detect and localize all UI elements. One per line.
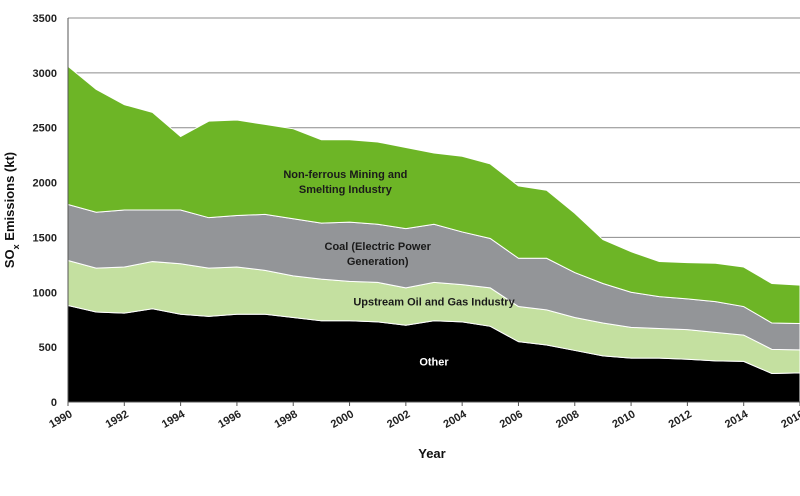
- series-label-coal-electric-power-generation-: Coal (Electric Power Generation): [325, 241, 432, 268]
- x-tick-label: 2002: [385, 408, 412, 431]
- y-tick-label: 3500: [33, 13, 57, 25]
- y-axis-title-rest: Emissions (kt): [2, 152, 17, 244]
- x-tick-label: 1992: [104, 408, 131, 431]
- y-axis-title-main: SO: [2, 249, 17, 268]
- x-tick-label: 2000: [329, 408, 356, 431]
- x-tick-label: 2006: [498, 408, 525, 431]
- series-label-line: Upstream Oil and Gas Industry: [353, 297, 515, 309]
- series-label-line: Other: [419, 356, 449, 368]
- y-tick-label: 3000: [33, 68, 57, 80]
- x-tick-label: 1996: [216, 408, 243, 431]
- series-label-non-ferrous-mining-and-smelting-industry: Non-ferrous Mining and Smelting Industry: [283, 169, 407, 196]
- x-tick-label: 2014: [723, 408, 751, 431]
- series-label-line: Coal (Electric Power: [325, 241, 432, 253]
- y-tick-label: 2500: [33, 123, 57, 135]
- area-series: [67, 65, 800, 403]
- x-tick-labels: 1990 1992 1994 1996 1998 2000 2002 2004 2006 2008…: [47, 408, 800, 431]
- y-axis-title: SOx Emissions (kt): [2, 152, 21, 268]
- area-non-ferrous-mining-and-smelting-industry: [67, 65, 800, 325]
- x-tick-label: 1994: [160, 408, 188, 431]
- series-label-other: Other: [419, 356, 449, 368]
- axes: [67, 18, 800, 406]
- series-label-line: Generation): [347, 256, 409, 268]
- series-labels: Other Upstream Oil and Gas Industry Coal (…: [283, 169, 515, 368]
- y-tick-label: 1000: [33, 287, 57, 299]
- y-tick-label: 2000: [33, 178, 57, 190]
- x-tick-label: 1990: [47, 408, 74, 431]
- series-label-line: Smelting Industry: [299, 184, 393, 196]
- x-axis-title: Year: [418, 446, 445, 461]
- x-tick-label: 2010: [610, 408, 637, 431]
- y-tick-label: 0: [51, 397, 57, 409]
- x-tick-label: 1998: [273, 408, 300, 431]
- y-axis-title-subscript: x: [11, 244, 21, 249]
- x-tick-label: 2012: [667, 408, 694, 431]
- y-tick-labels: 0 500 1000 1500 2000 2500 3000 3500: [33, 13, 57, 409]
- x-tick-label: 2004: [441, 408, 469, 431]
- x-tick-label: 2016: [779, 408, 800, 431]
- series-label-upstream-oil-and-gas-industry: Upstream Oil and Gas Industry: [353, 297, 515, 309]
- x-tick-label: 2008: [554, 408, 581, 431]
- series-label-line: Non-ferrous Mining and: [283, 169, 407, 181]
- y-tick-label: 1500: [33, 232, 57, 244]
- y-tick-label: 500: [39, 342, 57, 354]
